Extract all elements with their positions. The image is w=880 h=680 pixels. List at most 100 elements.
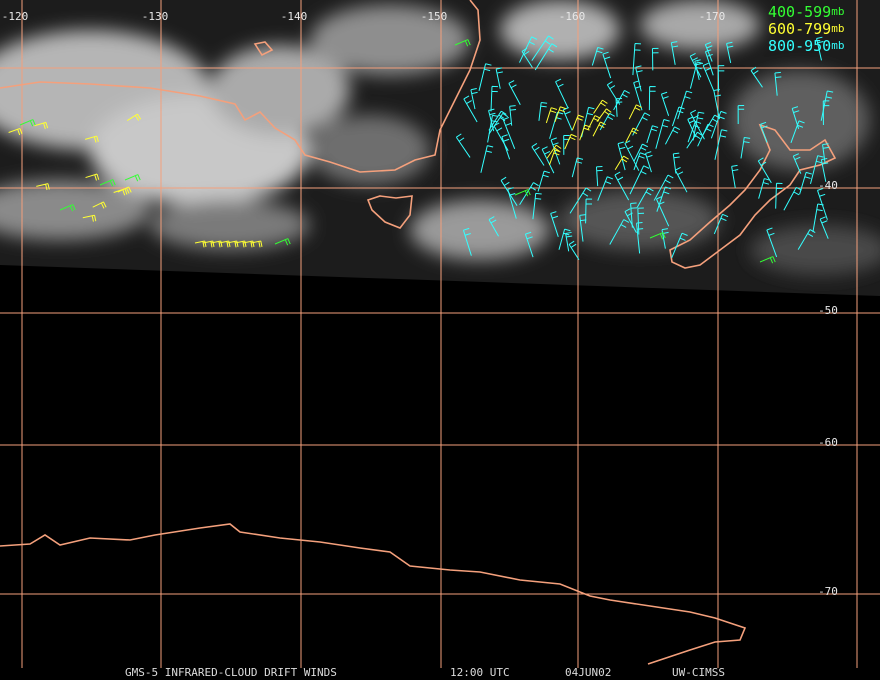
wind-barb — [554, 106, 567, 123]
wind-barb — [571, 114, 584, 131]
wind-barb — [636, 187, 654, 209]
wind-barb — [714, 129, 728, 160]
wind-barb — [674, 166, 688, 193]
footer-source: UW-CIMSS — [672, 666, 725, 679]
wind-barb — [774, 71, 782, 96]
wind-barb — [558, 228, 571, 250]
wind-barb — [799, 171, 812, 195]
wind-barb — [519, 36, 538, 63]
coastline — [669, 123, 837, 269]
wind-barb — [274, 238, 291, 246]
wind-barb — [242, 240, 255, 248]
wind-barb — [599, 112, 615, 131]
wind-barbs — [8, 35, 834, 264]
wind-barb — [99, 179, 116, 187]
wind-barb — [702, 62, 715, 92]
wind-barb — [758, 178, 771, 199]
wind-barb — [488, 112, 509, 135]
legend-label: 800-950 — [768, 37, 831, 55]
legend-entry: 600-799mb — [768, 20, 844, 38]
wind-barb — [568, 240, 580, 260]
wind-barb — [690, 109, 705, 140]
wind-barb — [454, 39, 471, 47]
wind-barb — [92, 201, 107, 209]
wind-barb — [660, 91, 670, 116]
wind-barb — [113, 188, 128, 196]
wind-barb — [635, 65, 643, 92]
wind-barb — [202, 240, 215, 248]
longitude-label: -150 — [421, 10, 448, 23]
wind-barb — [656, 186, 672, 212]
longitude-label: -120 — [2, 10, 29, 23]
wind-barb — [819, 216, 829, 239]
wind-barb — [532, 192, 542, 220]
wind-barb — [127, 113, 142, 121]
wind-barb — [34, 121, 49, 129]
wind-barb — [671, 232, 688, 259]
legend-label: 400-599 — [768, 3, 831, 21]
longitude-label: -130 — [142, 10, 169, 23]
wind-barb — [509, 105, 517, 126]
wind-barb — [19, 119, 36, 127]
wind-barb — [737, 105, 745, 124]
wind-barb — [490, 85, 498, 112]
wind-barb — [564, 133, 577, 150]
wind-barb — [713, 88, 721, 120]
wind-barb — [614, 171, 630, 201]
wind-barb — [593, 99, 608, 114]
wind-barb — [653, 174, 674, 201]
wind-barb — [632, 43, 641, 76]
wind-barb — [587, 115, 601, 131]
wind-barb — [757, 157, 772, 184]
wind-barb — [817, 187, 828, 220]
wind-barb — [555, 78, 569, 108]
wind-barb — [531, 35, 554, 61]
wind-barb — [664, 126, 681, 145]
wind-barb — [537, 170, 550, 192]
wind-barb — [124, 174, 141, 182]
wind-barb — [82, 214, 97, 222]
wind-barb — [677, 90, 693, 120]
wind-barb — [488, 110, 507, 131]
wind-barb — [820, 90, 834, 121]
wind-barb — [651, 47, 659, 71]
wind-barb — [463, 95, 478, 123]
wind-barb — [645, 151, 653, 173]
wind-barb — [596, 108, 612, 123]
coastline — [0, 0, 481, 173]
wind-barb — [633, 80, 643, 111]
wind-barb — [820, 157, 829, 182]
wind-barb — [822, 143, 830, 163]
wind-barb — [524, 231, 534, 258]
wind-barb — [218, 240, 231, 248]
wind-barb — [646, 125, 659, 144]
wind-barb — [591, 46, 604, 66]
wind-barb — [775, 182, 783, 209]
coastlines — [0, 0, 837, 665]
footer-date: 04JUN02 — [565, 666, 611, 679]
longitude-label: -140 — [281, 10, 308, 23]
wind-barb — [625, 127, 639, 143]
wind-barb — [495, 67, 503, 89]
wind-barb — [759, 121, 768, 143]
wind-barb — [609, 219, 630, 245]
wind-barb — [550, 211, 559, 237]
wind-barb — [629, 165, 650, 195]
wind-barb — [226, 240, 239, 248]
wind-barb — [790, 120, 805, 144]
wind-barb — [633, 143, 648, 162]
wind-barb — [59, 204, 76, 212]
wind-barb — [766, 227, 778, 258]
wind-barb — [455, 133, 471, 158]
wind-barb — [759, 256, 776, 264]
wind-barb — [250, 240, 263, 248]
wind-barb — [531, 143, 545, 166]
wind-barb — [606, 81, 621, 105]
wind-barb — [478, 63, 492, 92]
wind-barb — [602, 51, 612, 79]
cloud-imagery — [0, 0, 880, 296]
legend-entry: 400-599mb — [768, 3, 844, 21]
